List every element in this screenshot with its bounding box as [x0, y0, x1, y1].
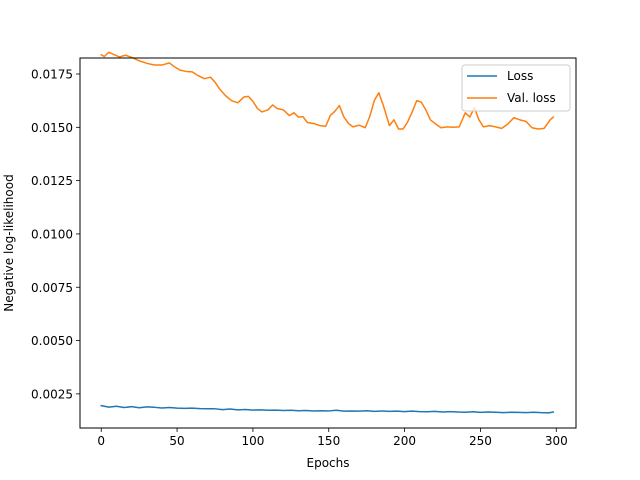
- x-axis-label: Epochs: [307, 456, 350, 470]
- y-tick-label: 0.0100: [31, 227, 73, 241]
- y-tick-label: 0.0025: [31, 387, 73, 401]
- y-axis-ticks: 0.0025 0.0050 0.0075 0.0100 0.0125 0.0150 0.01…: [31, 67, 80, 401]
- x-tick-label: 200: [393, 434, 416, 448]
- y-tick-label: 0.0125: [31, 174, 73, 188]
- plot-area: [80, 58, 576, 428]
- x-tick-label: 100: [241, 434, 264, 448]
- y-tick-label: 0.0150: [31, 121, 73, 135]
- x-tick-label: 250: [469, 434, 492, 448]
- x-axis-ticks: 0 50 100 150 200 250 300: [97, 428, 568, 448]
- legend-label-loss: Loss: [507, 69, 533, 83]
- x-tick-label: 0: [97, 434, 105, 448]
- legend: Loss Val. loss: [461, 64, 571, 112]
- y-axis-label: Negative log-likelihood: [2, 174, 16, 311]
- x-tick-label: 50: [169, 434, 184, 448]
- y-tick-label: 0.0175: [31, 67, 73, 81]
- y-tick-label: 0.0050: [31, 334, 73, 348]
- legend-label-val-loss: Val. loss: [507, 91, 556, 105]
- plot-frame: [79, 57, 577, 429]
- x-tick-label: 300: [545, 434, 568, 448]
- y-tick-label: 0.0075: [31, 281, 73, 295]
- x-tick-label: 150: [317, 434, 340, 448]
- series-line-loss: [100, 404, 555, 414]
